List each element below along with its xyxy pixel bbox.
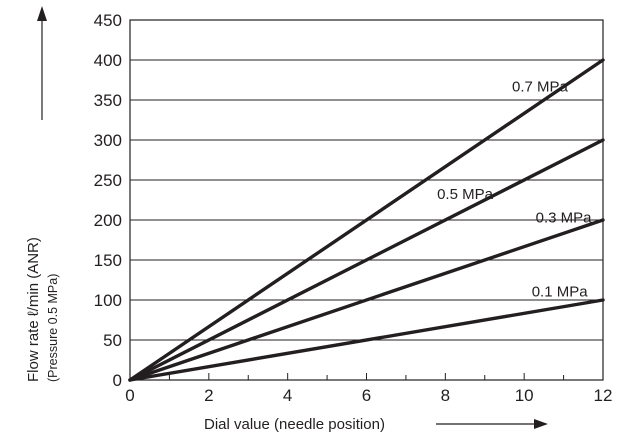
y-axis-arrow-head <box>37 6 47 21</box>
x-tick-label-8: 8 <box>441 386 450 405</box>
x-tick-label-0: 0 <box>125 386 134 405</box>
y-tick-label-350: 350 <box>94 91 122 110</box>
y-tick-label-450: 450 <box>94 11 122 30</box>
series-line-2 <box>128 218 605 382</box>
y-tick-label-100: 100 <box>94 291 122 310</box>
y-tick-label-50: 50 <box>103 331 122 350</box>
axis-layer <box>129 19 604 381</box>
x-axis-arrow-head <box>534 419 548 429</box>
x-tick-label-2: 2 <box>204 386 213 405</box>
y-tick-label-150: 150 <box>94 251 122 270</box>
y-tick-label-300: 300 <box>94 131 122 150</box>
y-tick-label-200: 200 <box>94 211 122 230</box>
series-line-1 <box>128 138 605 382</box>
label-layer: 0 50 100 150 200 250 300 350 400 450 0 2 4 6 8 10 12 0.7 … <box>25 6 612 433</box>
y-tick-label-250: 250 <box>94 171 122 190</box>
plot-frame <box>129 19 604 381</box>
series-label-1: 0.5 MPa <box>437 186 494 203</box>
series-label-2: 0.3 MPa <box>536 209 593 226</box>
y-axis-sublabel: (Pressure 0.5 MPa) <box>46 274 60 382</box>
x-tick-label-4: 4 <box>283 386 292 405</box>
x-tick-label-6: 6 <box>362 386 371 405</box>
y-tick-label-0: 0 <box>113 371 122 390</box>
x-axis-label: Dial value (needle position) <box>204 416 385 433</box>
series-label-3: 0.1 MPa <box>532 283 589 300</box>
y-axis-label: Flow rate ℓ/min (ANR) <box>25 237 42 382</box>
y-tick-label-400: 400 <box>94 51 122 70</box>
series-layer <box>128 58 605 382</box>
x-tick-label-12: 12 <box>594 386 613 405</box>
series-line-3 <box>128 298 605 382</box>
series-line-0 <box>128 58 605 382</box>
series-label-0: 0.7 MPa <box>512 79 569 96</box>
x-tick-label-10: 10 <box>515 386 534 405</box>
